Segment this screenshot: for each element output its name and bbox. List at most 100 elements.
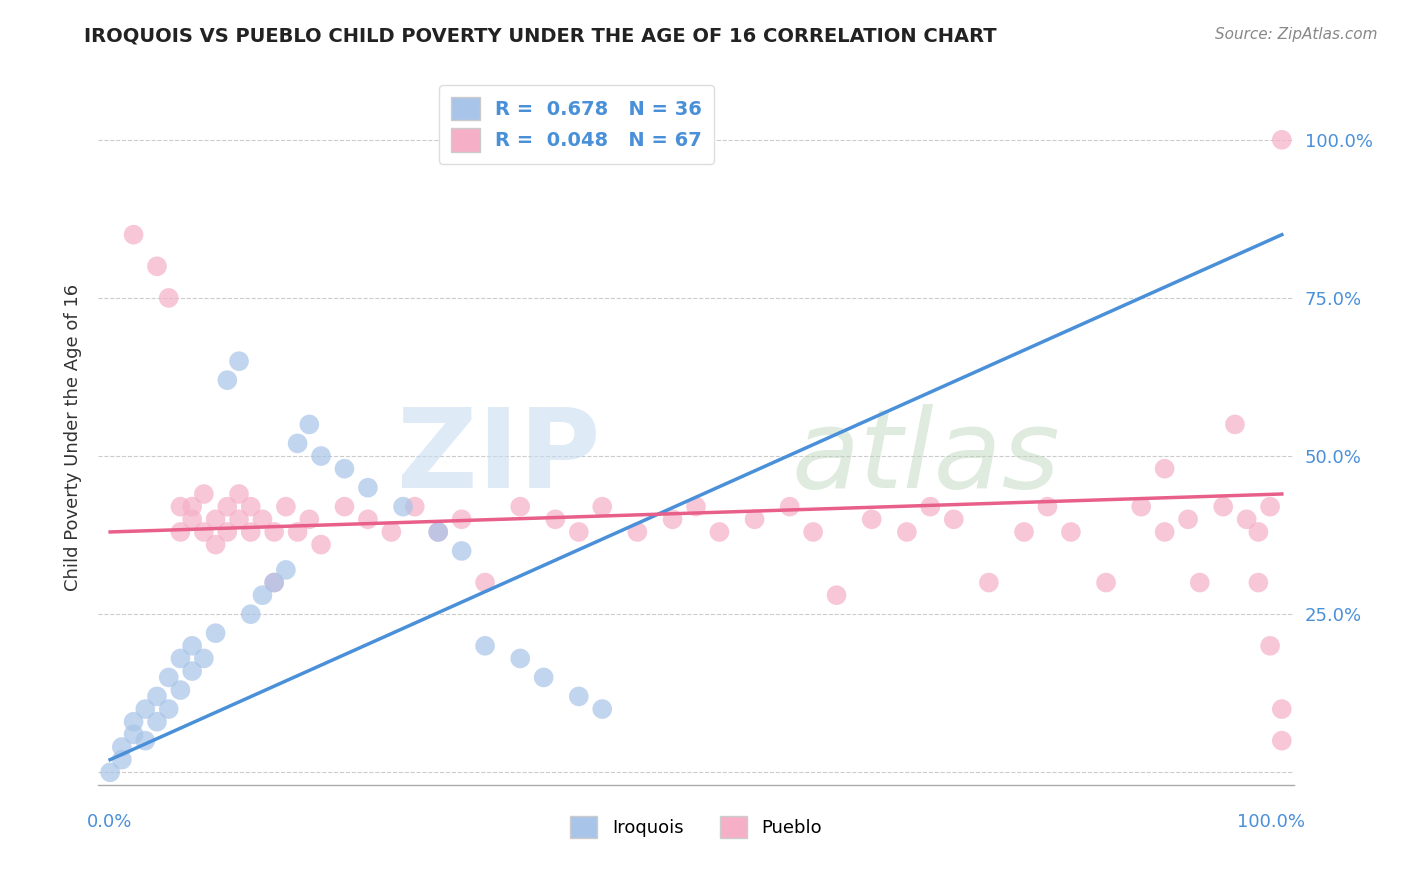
Point: [544, 512, 567, 526]
Point: [509, 651, 531, 665]
Point: [1130, 500, 1153, 514]
Point: [287, 436, 309, 450]
Point: [228, 512, 250, 526]
Point: [661, 512, 683, 526]
Point: [193, 487, 215, 501]
Point: [193, 651, 215, 665]
Point: [1271, 733, 1294, 747]
Point: [298, 512, 321, 526]
Point: [1060, 524, 1083, 539]
Point: [357, 512, 380, 526]
Point: [1188, 575, 1211, 590]
Point: [146, 260, 169, 274]
Text: ZIP: ZIP: [396, 404, 600, 511]
Point: [1236, 512, 1258, 526]
Point: [217, 500, 239, 514]
Point: [122, 727, 145, 741]
Point: [568, 690, 591, 704]
Point: [169, 651, 191, 665]
Point: [357, 481, 380, 495]
Point: [474, 639, 496, 653]
Point: [709, 524, 731, 539]
Point: [309, 449, 332, 463]
Point: [204, 626, 226, 640]
Point: [181, 639, 204, 653]
Point: [181, 664, 204, 678]
Point: [239, 607, 262, 622]
Point: [1153, 524, 1175, 539]
Point: [474, 575, 496, 590]
Point: [1036, 500, 1059, 514]
Point: [98, 765, 121, 780]
Point: [801, 524, 824, 539]
Point: [204, 538, 226, 552]
Point: [380, 524, 402, 539]
Point: [134, 702, 156, 716]
Point: [977, 575, 1000, 590]
Point: [111, 753, 134, 767]
Text: 0.0%: 0.0%: [87, 813, 132, 830]
Point: [685, 500, 707, 514]
Point: [298, 417, 321, 432]
Point: [942, 512, 965, 526]
Point: [427, 524, 450, 539]
Text: Source: ZipAtlas.com: Source: ZipAtlas.com: [1215, 27, 1378, 42]
Point: [157, 670, 180, 684]
Point: [157, 702, 180, 716]
Point: [1271, 702, 1294, 716]
Point: [533, 670, 555, 684]
Point: [193, 524, 215, 539]
Point: [263, 575, 285, 590]
Point: [169, 524, 191, 539]
Point: [274, 500, 297, 514]
Point: [626, 524, 648, 539]
Point: [1271, 133, 1294, 147]
Point: [309, 538, 332, 552]
Point: [509, 500, 531, 514]
Point: [450, 544, 472, 558]
Point: [392, 500, 415, 514]
Point: [263, 575, 285, 590]
Point: [404, 500, 426, 514]
Point: [1012, 524, 1035, 539]
Point: [217, 524, 239, 539]
Text: IROQUOIS VS PUEBLO CHILD POVERTY UNDER THE AGE OF 16 CORRELATION CHART: IROQUOIS VS PUEBLO CHILD POVERTY UNDER T…: [84, 27, 997, 45]
Point: [228, 487, 250, 501]
Point: [896, 524, 918, 539]
Point: [779, 500, 801, 514]
Point: [450, 512, 472, 526]
Point: [1095, 575, 1118, 590]
Point: [146, 714, 169, 729]
Point: [146, 690, 169, 704]
Point: [591, 702, 613, 716]
Point: [263, 524, 285, 539]
Point: [920, 500, 942, 514]
Point: [825, 588, 848, 602]
Point: [1258, 500, 1281, 514]
Point: [274, 563, 297, 577]
Point: [181, 500, 204, 514]
Point: [181, 512, 204, 526]
Point: [591, 500, 613, 514]
Point: [1258, 639, 1281, 653]
Point: [217, 373, 239, 387]
Point: [228, 354, 250, 368]
Point: [427, 524, 450, 539]
Y-axis label: Child Poverty Under the Age of 16: Child Poverty Under the Age of 16: [63, 284, 82, 591]
Point: [1223, 417, 1246, 432]
Point: [1247, 575, 1270, 590]
Point: [169, 683, 191, 698]
Legend: Iroquois, Pueblo: Iroquois, Pueblo: [562, 809, 830, 846]
Point: [1247, 524, 1270, 539]
Point: [111, 739, 134, 754]
Point: [204, 512, 226, 526]
Point: [252, 588, 274, 602]
Point: [744, 512, 766, 526]
Point: [122, 227, 145, 242]
Point: [239, 524, 262, 539]
Point: [333, 500, 356, 514]
Point: [860, 512, 883, 526]
Point: [252, 512, 274, 526]
Point: [1177, 512, 1199, 526]
Point: [287, 524, 309, 539]
